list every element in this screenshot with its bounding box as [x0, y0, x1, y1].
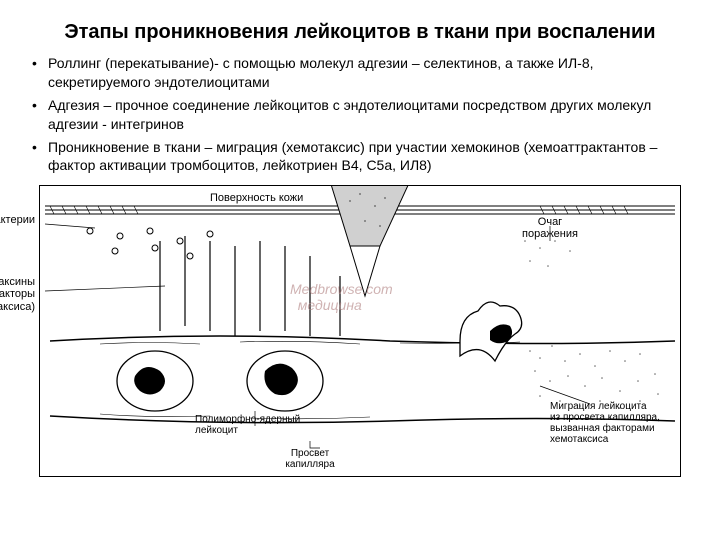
label-chemotaxins: Хемотаксины (факторы хемотаксиса) [0, 276, 35, 312]
diagram-container: Поверхность кожи Бактерии Очаг поражения… [39, 185, 681, 477]
page-title: Этапы проникновения лейкоцитов в ткани п… [30, 20, 690, 44]
label-skin-surface: Поверхность кожи [210, 192, 303, 204]
label-bacteria: Бактерии [0, 214, 35, 226]
bullet-item: Роллинг (перекатывание)- с помощью молек… [30, 54, 690, 92]
label-lesion: Очаг поражения [510, 216, 590, 240]
bullet-item: Проникновение в ткани – миграция (хемота… [30, 138, 690, 176]
label-capillary: Просвет капилляра [270, 448, 350, 470]
bullet-item: Адгезия – прочное соединение лейкоцитов … [30, 96, 690, 134]
bullet-list: Роллинг (перекатывание)- с помощью молек… [30, 54, 690, 175]
label-migration: Миграция лейкоцита из просвета капилляра… [550, 401, 685, 445]
label-leukocyte: Полиморфно-ядерный лейкоцит [195, 414, 300, 436]
watermark-text: Medbrowse.com медицина [290, 281, 393, 313]
